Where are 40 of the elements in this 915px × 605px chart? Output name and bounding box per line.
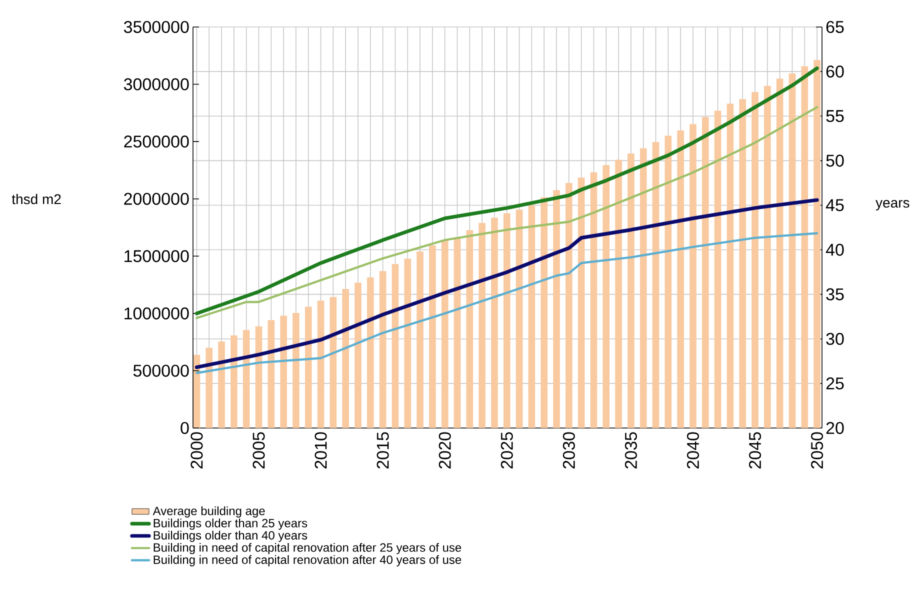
legend-label: Building in need of capital renovation after 25 years of use [154, 542, 462, 554]
y-tick-label: 3500000 [124, 20, 189, 34]
x-tick-label: 2015 [376, 432, 389, 468]
y2-tick-label: 30 [826, 332, 844, 345]
y2-tick-label: 60 [826, 66, 844, 78]
y-axis-title: thsd m2 [12, 194, 61, 204]
y2-tick-label: 55 [826, 110, 844, 122]
x-tick-label: 2045 [748, 432, 762, 468]
y-tick-label: 2500000 [124, 136, 189, 148]
line-series [194, 198, 819, 370]
x-tick-label: 2040 [686, 432, 700, 468]
line-series [196, 106, 818, 320]
x-tick-label: 2025 [500, 432, 513, 468]
legend-label: Buildings older than 25 years [154, 518, 308, 530]
y2-tick-label: 45 [826, 199, 844, 212]
y-tick-label: 1500000 [124, 250, 189, 262]
y-tick-label: 0 [180, 422, 189, 434]
x-tick-label: 2010 [314, 432, 327, 468]
y2-tick-label: 20 [826, 422, 844, 434]
x-tick-label: 2000 [190, 432, 203, 468]
y-tick-label: 3000000 [124, 78, 189, 90]
y2-tick-label: 65 [826, 20, 844, 34]
line-series [194, 66, 819, 316]
x-tick-label: 2020 [438, 432, 451, 468]
y2-tick-label: 35 [826, 288, 844, 300]
y2-axis-title: years [876, 200, 910, 210]
line-series [196, 232, 818, 374]
legend-label: Building in need of capital renovation after 40 years of use [154, 555, 462, 566]
y2-tick-label: 40 [826, 244, 844, 256]
legend-label: Buildings older than 40 years [154, 530, 308, 542]
y-tick-label: 2000000 [124, 192, 189, 205]
y-tick-label: 1000000 [124, 307, 189, 320]
y2-tick-label: 50 [826, 154, 844, 167]
legend-label: Average building age [152, 506, 265, 518]
y2-tick-label: 25 [826, 377, 844, 390]
x-tick-label: 2035 [624, 432, 637, 468]
x-tick-label: 2050 [811, 432, 824, 468]
x-tick-label: 2030 [562, 432, 575, 468]
x-tick-label: 2005 [252, 432, 265, 468]
y-tick-label: 500000 [133, 364, 189, 377]
